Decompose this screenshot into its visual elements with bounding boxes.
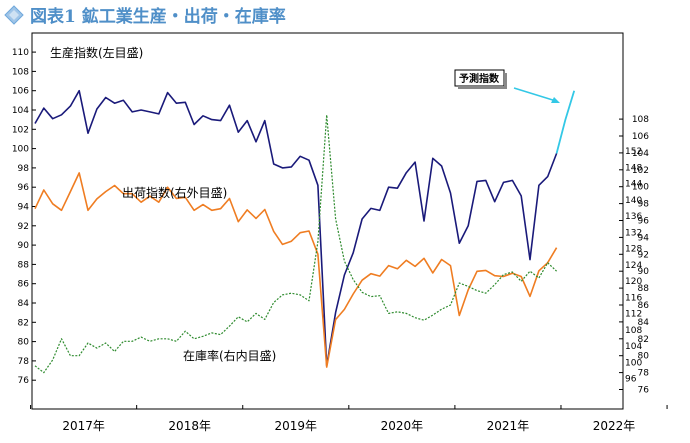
y-right-outer-tick-label: 148 [625, 163, 642, 173]
y-right-outer-tick-label: 112 [625, 310, 642, 320]
x-tick-label: 2020年 [381, 419, 424, 433]
y-left-tick-label: 86 [18, 280, 30, 290]
y-left-tick-label: 100 [12, 145, 29, 155]
y-left-tick-label: 94 [18, 203, 30, 213]
y-left-tick-label: 102 [12, 125, 29, 135]
shipments-annotation: 出荷指数(右外目盛) [122, 185, 227, 200]
y-right-outer-tick-label: 152 [625, 147, 642, 157]
y-right-outer-tick-label: 132 [625, 228, 642, 238]
y-right-outer-tick-label: 144 [625, 180, 642, 190]
diamond-icon-inner [9, 10, 19, 20]
y-left-tick-label: 110 [12, 48, 29, 58]
y-left-tick-label: 108 [12, 67, 29, 77]
y-right-inner-tick-label: 108 [632, 115, 649, 125]
chart-title: 図表1 鉱工業生産・出荷・在庫率 [30, 6, 286, 27]
y-right-inner-tick-label: 78 [638, 369, 650, 379]
y-left-tick-label: 88 [18, 260, 30, 270]
y-right-inner-tick-label: 96 [638, 217, 650, 227]
y-left-tick-label: 84 [18, 299, 30, 309]
x-axis: 2017年 2018年 2019年 2020年 2021年 2022年 [30, 405, 668, 433]
y-right-inner-tick-label: 86 [638, 301, 650, 311]
y-left-tick-label: 78 [18, 357, 30, 367]
forecast-callout: 予測指数 [454, 69, 560, 103]
y-right-inner-tick-label: 90 [638, 267, 650, 277]
x-tick-label: 2022年 [593, 419, 636, 433]
y-left-tick-label: 90 [18, 241, 30, 251]
y-right-inner-tick-label: 92 [638, 250, 649, 260]
production-line [34, 89, 558, 367]
y-right-inner-tick-label: 106 [632, 132, 649, 142]
y-right-inner-tick-label: 100 [632, 183, 649, 193]
shipments-line [34, 172, 558, 368]
x-tick-label: 2019年 [275, 419, 318, 433]
y-left-tick-label: 92 [18, 222, 29, 232]
y-right-outer-tick-label: 120 [625, 277, 642, 287]
y-right-outer-tick-label: 128 [625, 245, 642, 255]
y-right-outer-tick-label: 116 [625, 293, 642, 303]
y-left-tick-label: 76 [18, 376, 30, 386]
y-axis-left: 76 78 80 82 84 86 88 90 92 94 96 98 100 102 104 106 108 1… [12, 48, 36, 386]
inventory-line [34, 114, 558, 374]
y-right-inner-tick-label: 102 [632, 166, 649, 176]
y-right-inner-tick-label: 84 [638, 318, 650, 328]
y-right-outer-tick-label: 124 [625, 261, 642, 271]
y-right-inner-tick-label: 76 [638, 386, 650, 396]
y-axis-right-inner: 76 78 80 82 84 86 88 90 92 94 96 98 100 102 104 106 108 [619, 115, 650, 396]
y-right-inner-tick-label: 94 [638, 233, 650, 243]
series-layer [34, 89, 576, 374]
y-left-tick-label: 98 [18, 164, 30, 174]
x-tick-label: 2017年 [62, 419, 105, 433]
forecast-callout-label: 予測指数 [459, 72, 500, 85]
forecast-arrow-head [551, 97, 560, 103]
y-left-tick-label: 82 [18, 318, 29, 328]
y-right-outer-tick-label: 136 [625, 212, 642, 222]
forecast-line [555, 90, 576, 154]
production-annotation: 生産指数(左目盛) [50, 45, 143, 60]
forecast-callout-shadow-side [504, 73, 507, 89]
y-right-inner-tick-label: 80 [638, 352, 650, 362]
y-right-outer-tick-label: 100 [625, 358, 642, 368]
x-tick-label: 2021年 [487, 419, 530, 433]
y-right-outer-tick-label: 108 [625, 326, 642, 336]
inventory-annotation: 在庫率(右内目盛) [183, 348, 276, 363]
y-right-inner-tick-label: 82 [638, 335, 649, 345]
y-axis-right-outer: 96 100 104 108 112 116 120 124 128 132 136 140 144 14… [625, 147, 642, 385]
y-right-inner-tick-label: 104 [632, 149, 649, 159]
y-right-outer-tick-label: 140 [625, 196, 642, 206]
forecast-callout-shadow [458, 86, 507, 89]
y-right-outer-tick-label: 96 [625, 375, 637, 385]
y-right-inner-tick-label: 88 [638, 284, 650, 294]
y-left-tick-label: 104 [12, 106, 29, 116]
y-left-tick-label: 106 [12, 87, 29, 97]
forecast-arrow-line [513, 87, 557, 102]
y-left-tick-label: 80 [18, 338, 30, 348]
x-tick-label: 2018年 [168, 419, 211, 433]
y-right-inner-tick-label: 98 [638, 200, 650, 210]
y-left-tick-label: 96 [18, 183, 30, 193]
y-right-outer-tick-label: 104 [625, 342, 642, 352]
title-group: 図表1 鉱工業生産・出荷・在庫率 [4, 5, 286, 27]
